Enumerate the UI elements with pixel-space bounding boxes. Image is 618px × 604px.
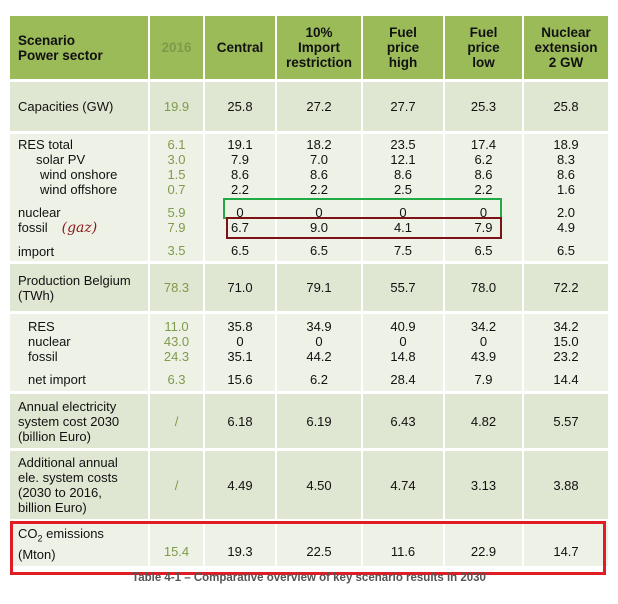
header-central: Central: [205, 16, 275, 79]
col-fuel-low: 34.2 0 43.9 7.9: [445, 314, 522, 391]
header-2016: 2016: [150, 16, 203, 79]
handwritten-note: (gaz): [61, 219, 98, 236]
col-fuel-low: 17.4 6.2 8.6 2.2 0 7.9 6.5: [445, 134, 522, 261]
cell: 6.19: [277, 394, 361, 448]
row-capacities: Capacities (GW) 19.9 25.8 27.2 27.7 25.3 25.8: [10, 82, 608, 131]
cell: 79.1: [277, 264, 361, 311]
col-nuclear-ext: 34.2 15.0 23.2 14.4: [524, 314, 608, 391]
cell: 3.13: [445, 451, 522, 519]
cell: 4.82: [445, 394, 522, 448]
col-central: 35.8 0 35.1 15.6: [205, 314, 275, 391]
cell: 3.88: [524, 451, 608, 519]
cell: /: [150, 394, 203, 448]
cell: 71.0: [205, 264, 275, 311]
cell: 11.6: [363, 522, 443, 566]
cell: 22.5: [277, 522, 361, 566]
row-label: Capacities (GW): [10, 82, 148, 131]
label-offshore: wind offshore: [40, 181, 118, 197]
cell: 4.74: [363, 451, 443, 519]
row-annual-cost: Annual electricity system cost 2030 (billi…: [10, 394, 608, 448]
row-production-breakdown: RES nuclear fossil net import 11.0 43.0 24.3 6…: [10, 314, 608, 391]
row-additional-cost: Additional annual ele. system costs (2030 …: [10, 451, 608, 519]
cell: 4.49: [205, 451, 275, 519]
cell: 15.4: [150, 522, 203, 566]
scenario-table: Scenario Power sector 2016 Central 10% Imp…: [8, 13, 610, 569]
cell: 78.0: [445, 264, 522, 311]
cell: 19.3: [205, 522, 275, 566]
cell: 72.2: [524, 264, 608, 311]
cell: 6.43: [363, 394, 443, 448]
cell: 27.7: [363, 82, 443, 131]
label-fossil: fossil: [18, 219, 48, 235]
cell: /: [150, 451, 203, 519]
col-import-restriction: 34.9 0 44.2 6.2: [277, 314, 361, 391]
col-import-restriction: 18.2 7.0 8.6 2.2 0 9.0 6.5: [277, 134, 361, 261]
row-co2: CO2 emissions (Mton) 15.4 19.3 22.5 11.6 22.9…: [10, 522, 608, 566]
row-label: Additional annual ele. system costs (2030 …: [10, 451, 148, 519]
cell: 55.7: [363, 264, 443, 311]
row-production: Production Belgium (TWh) 78.3 71.0 79.1 55.7…: [10, 264, 608, 311]
cell: 25.3: [445, 82, 522, 131]
cell: 22.9: [445, 522, 522, 566]
col-2016: 11.0 43.0 24.3 6.3: [150, 314, 203, 391]
header-scenario: Scenario Power sector: [10, 16, 148, 79]
cell: 19.9: [150, 82, 203, 131]
label-nuclear: nuclear: [18, 204, 61, 220]
cell: 5.57: [524, 394, 608, 448]
cell: 14.7: [524, 522, 608, 566]
row-capacity-breakdown: RES total solar PV wind onshore wind off…: [10, 134, 608, 261]
row-label: CO2 emissions (Mton): [10, 522, 148, 566]
label-import: import: [18, 243, 55, 259]
cell: 78.3: [150, 264, 203, 311]
col-central: 19.1 7.9 8.6 2.2 0 6.7 6.5: [205, 134, 275, 261]
production-labels: RES nuclear fossil net import: [10, 314, 148, 391]
col-fuel-high: 40.9 0 14.8 28.4: [363, 314, 443, 391]
cell: 25.8: [524, 82, 608, 131]
header-import-restriction: 10% Import restriction: [277, 16, 361, 79]
col-2016: 6.1 3.0 1.5 0.7 5.9 7.9 3.5: [150, 134, 203, 261]
header-nuclear-ext: Nuclear extension 2 GW: [524, 16, 608, 79]
row-label: Production Belgium (TWh): [10, 264, 148, 311]
cell: 6.18: [205, 394, 275, 448]
col-fuel-high: 23.5 12.1 8.6 2.5 0 4.1 7.5: [363, 134, 443, 261]
label-res-total: RES total: [18, 136, 73, 152]
label-onshore: wind onshore: [40, 166, 118, 182]
header-row: Scenario Power sector 2016 Central 10% Imp…: [10, 16, 608, 79]
cell: 4.50: [277, 451, 361, 519]
header-fuel-high: Fuel price high: [363, 16, 443, 79]
header-fuel-low: Fuel price low: [445, 16, 522, 79]
table-caption: Table 4-1 – Comparative overview of key …: [132, 572, 486, 584]
label-solar: solar PV: [36, 151, 86, 167]
col-nuclear-ext: 18.9 8.3 8.6 1.6 2.0 4.9 6.5: [524, 134, 608, 261]
cell: 27.2: [277, 82, 361, 131]
cell: 25.8: [205, 82, 275, 131]
breakdown-labels: RES total solar PV wind onshore wind off…: [10, 134, 148, 261]
row-label: Annual electricity system cost 2030 (billi…: [10, 394, 148, 448]
